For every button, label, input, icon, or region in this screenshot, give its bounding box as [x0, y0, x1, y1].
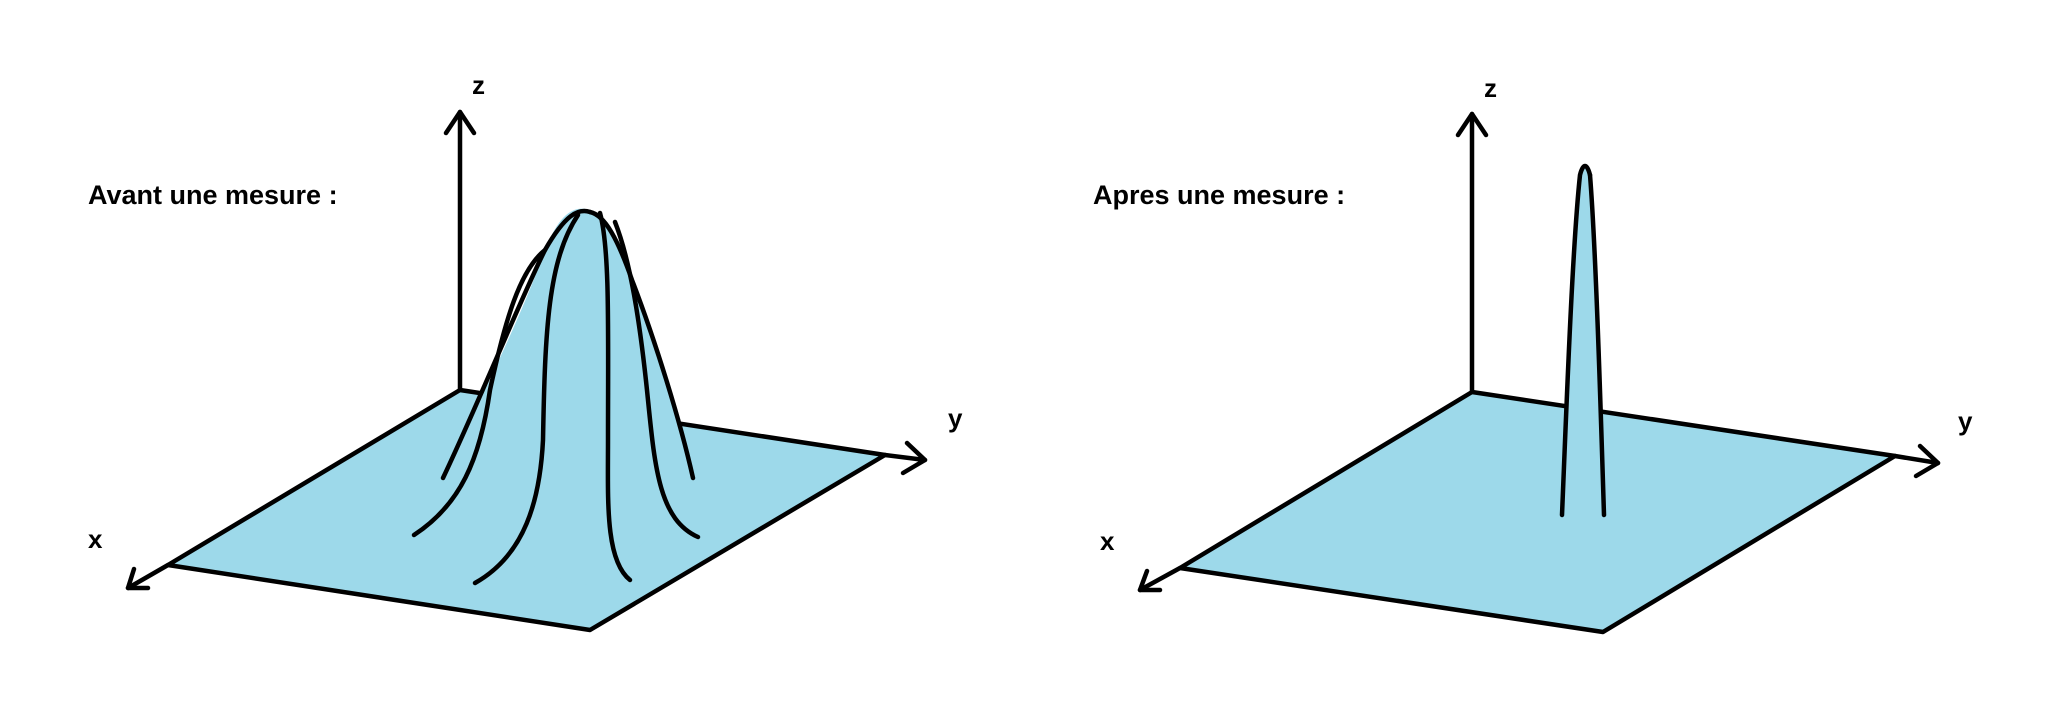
x-arrowhead-after: [1137, 568, 1163, 593]
y-axis-before: [882, 452, 928, 463]
y-axis-after: [1892, 453, 1941, 466]
plane-outline-after: [1177, 389, 1898, 635]
y-arrowhead-before: [900, 440, 928, 476]
spike-outline-right: [1587, 172, 1607, 518]
plane-outline-before: [165, 387, 888, 633]
caption-before: Avant une mesure :: [88, 180, 338, 210]
z-label-after: z: [1484, 73, 1497, 103]
panel-after: [1137, 111, 1941, 635]
bell-curve-1: [411, 247, 548, 538]
bell-surface-before: [443, 208, 693, 585]
y-label-after: y: [1958, 406, 1973, 436]
x-axis-after: [1137, 565, 1183, 593]
y-arrowhead-after: [1913, 443, 1941, 479]
bell-outline-left: [440, 208, 593, 481]
panel-before: [125, 109, 928, 633]
z-arrowhead-after: [1455, 111, 1489, 138]
y-label-before: y: [948, 403, 963, 433]
bell-curve-4: [612, 219, 701, 540]
spike-outline-left: [1559, 163, 1593, 518]
x-label-before: x: [88, 524, 103, 554]
x-arrowhead-before: [125, 566, 151, 591]
plane-after: [1180, 392, 1895, 632]
x-label-after: x: [1100, 526, 1115, 556]
bell-outline-right: [587, 209, 696, 481]
bell-curve-3: [597, 210, 633, 583]
caption-after: Apres une mesure :: [1093, 180, 1346, 210]
x-axis-before: [125, 562, 171, 591]
bell-curve-2: [472, 212, 581, 586]
z-label-before: z: [472, 70, 485, 100]
z-arrowhead-before: [443, 109, 477, 136]
